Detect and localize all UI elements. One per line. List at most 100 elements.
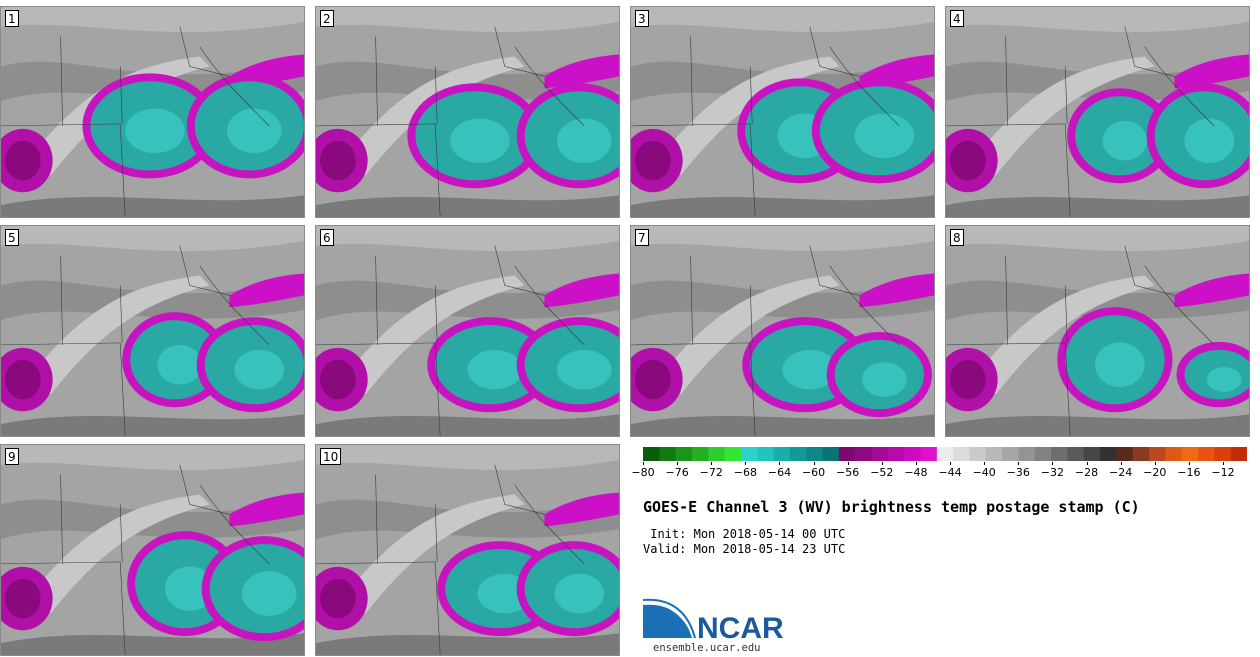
colorbar-swatch bbox=[708, 447, 726, 461]
colorbar-tick-label: −52 bbox=[870, 466, 894, 479]
postage-stamp-panel: 4 bbox=[945, 6, 1250, 218]
panel-label: 6 bbox=[320, 229, 334, 246]
colorbar-swatch bbox=[1051, 447, 1068, 461]
colorbar-tick-mark bbox=[643, 462, 644, 465]
colorbar-swatch bbox=[773, 447, 791, 461]
colorbar-tick-label: −68 bbox=[733, 466, 757, 479]
colorbar-tick-label: −24 bbox=[1109, 466, 1133, 479]
colorbar-swatch bbox=[691, 447, 709, 461]
colorbar-tick-mark bbox=[1120, 462, 1122, 465]
colorbar-tick-mark bbox=[984, 462, 986, 465]
postage-stamp-panel: 8 bbox=[945, 225, 1250, 437]
panel-label: 7 bbox=[635, 229, 649, 246]
colorbar-swatch bbox=[806, 447, 824, 461]
colorbar-tick-label: −48 bbox=[904, 466, 928, 479]
colorbar-swatch bbox=[855, 447, 873, 461]
wv-field bbox=[631, 226, 934, 436]
colorbar-swatch bbox=[643, 447, 660, 461]
colorbar-tick-label: −20 bbox=[1143, 466, 1167, 479]
colorbar-swatch bbox=[1198, 447, 1215, 461]
wv-field bbox=[946, 226, 1249, 436]
colorbar-swatch bbox=[757, 447, 775, 461]
colorbar-swatch bbox=[920, 447, 938, 461]
colorbar-tick-mark bbox=[677, 462, 679, 465]
colorbar-swatch bbox=[1018, 447, 1036, 461]
panel-label: 3 bbox=[635, 10, 649, 27]
colorbar-tick-label: −12 bbox=[1211, 466, 1235, 479]
panel-label: 2 bbox=[320, 10, 334, 27]
colorbar-tick-mark bbox=[745, 462, 747, 465]
postage-stamp-panel: 3 bbox=[630, 6, 935, 218]
colorbar-swatch bbox=[953, 447, 970, 461]
ncar-logo-text: NCAR bbox=[697, 612, 784, 644]
colorbar-swatch bbox=[1149, 447, 1166, 461]
colorbar-tick-label: −64 bbox=[767, 466, 792, 479]
postage-stamp-panel: 2 bbox=[315, 6, 620, 218]
colorbar-tick-mark bbox=[1052, 462, 1054, 465]
postage-stamp-panel: 6 bbox=[315, 225, 620, 437]
colorbar-swatch bbox=[1034, 447, 1052, 461]
colorbar-swatch bbox=[1116, 447, 1134, 461]
colorbar-tick-label: −76 bbox=[665, 466, 689, 479]
postage-stamp-panel: 10 bbox=[315, 444, 620, 656]
colorbar-tick-mark bbox=[847, 462, 849, 465]
colorbar-swatch bbox=[969, 447, 987, 461]
colorbar-tick-mark bbox=[1154, 462, 1156, 465]
colorbar-swatch bbox=[1067, 447, 1085, 461]
postage-stamp-panel: 1 bbox=[0, 6, 305, 218]
colorbar-tick-mark bbox=[1188, 462, 1190, 465]
colorbar-swatch bbox=[659, 447, 677, 461]
wv-field bbox=[1, 7, 304, 217]
wv-field bbox=[316, 7, 619, 217]
colorbar-tick-label: −72 bbox=[699, 466, 723, 479]
colorbar-swatch bbox=[1230, 447, 1247, 461]
colorbar-tick-mark bbox=[950, 462, 952, 465]
colorbar-tick-label: −36 bbox=[1006, 466, 1030, 479]
colorbar-swatch bbox=[724, 447, 742, 461]
wv-field bbox=[946, 7, 1249, 217]
valid-time: Valid: Mon 2018-05-14 23 UTC bbox=[643, 542, 846, 556]
wv-field bbox=[1, 226, 304, 436]
colorbar-tick-label: −80 bbox=[631, 466, 655, 479]
colorbar-swatch bbox=[904, 447, 922, 461]
colorbar-swatch bbox=[1165, 447, 1183, 461]
colorbar-swatch bbox=[1083, 447, 1101, 461]
colorbar-ticks: −80 −76 −72 −68 −64 −60 −56 −52 −48 −44 −40 −36 −32−… bbox=[631, 462, 1247, 482]
colorbar-tick-mark bbox=[711, 462, 713, 465]
wv-field bbox=[316, 226, 619, 436]
init-time: Init: Mon 2018-05-14 00 UTC bbox=[650, 527, 846, 541]
colorbar-tick-label: −16 bbox=[1177, 466, 1201, 479]
colorbar-swatch bbox=[1132, 447, 1150, 461]
wv-field bbox=[1, 445, 304, 655]
panel-label: 5 bbox=[5, 229, 19, 246]
colorbar-tick-label: −60 bbox=[801, 466, 826, 479]
panel-label: 10 bbox=[320, 448, 342, 465]
panel-label: 4 bbox=[950, 10, 964, 27]
figure-title: GOES-E Channel 3 (WV) brightness temp po… bbox=[643, 498, 1140, 516]
wv-field bbox=[631, 7, 934, 217]
panel-label: 9 bbox=[5, 448, 19, 465]
panel-label: 8 bbox=[950, 229, 964, 246]
colorbar-swatch bbox=[675, 447, 693, 461]
ncar-logo-icon: NCAR bbox=[643, 598, 784, 644]
colorbar-swatch bbox=[1214, 447, 1232, 461]
colorbar-swatch bbox=[1181, 447, 1199, 461]
wv-field bbox=[316, 445, 619, 655]
colorbar-tick-mark bbox=[813, 462, 815, 465]
postage-stamp-panel: 7 bbox=[630, 225, 935, 437]
colorbar-tick-label: −56 bbox=[836, 466, 860, 479]
colorbar-tick-mark bbox=[915, 462, 917, 465]
colorbar-tick-label: −28 bbox=[1074, 466, 1099, 479]
colorbar-tick-mark bbox=[1086, 462, 1088, 465]
colorbar-tick-label: −44 bbox=[938, 466, 962, 479]
colorbar-tick-mark bbox=[1018, 462, 1020, 465]
colorbar-tick-mark bbox=[779, 462, 781, 465]
colorbar-swatch bbox=[1002, 447, 1019, 461]
logo-url: ensemble.ucar.edu bbox=[653, 642, 761, 654]
colorbar-tick-mark bbox=[881, 462, 883, 465]
colorbar-swatch bbox=[887, 447, 905, 461]
colorbar-swatch bbox=[789, 447, 807, 461]
colorbar-swatch bbox=[740, 447, 758, 461]
colorbar bbox=[643, 447, 1247, 461]
colorbar-swatch bbox=[822, 447, 840, 461]
